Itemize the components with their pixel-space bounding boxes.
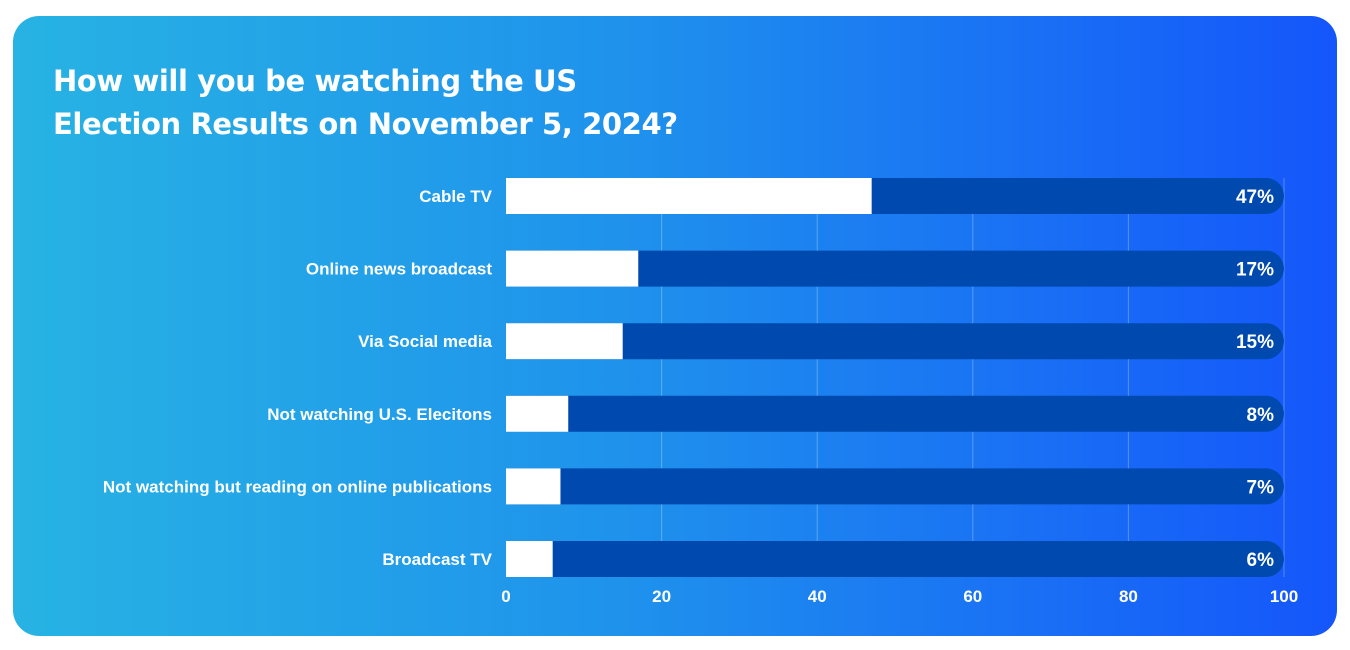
data-label: 7% <box>1247 477 1275 498</box>
category-label: Via Social media <box>358 332 492 351</box>
bar <box>506 250 639 287</box>
bar-chart: Cable TV 47% Online news broadcast 17% Via S… <box>103 178 1298 606</box>
x-tick-label: 100 <box>1270 587 1298 606</box>
category-label: Cable TV <box>419 187 492 206</box>
bar-track <box>506 250 1284 287</box>
x-tick-label: 60 <box>963 587 982 606</box>
data-label: 8% <box>1247 405 1275 426</box>
chart-title-line-2: Election Results on November 5, 2024? <box>53 107 678 141</box>
category-label: Not watching but reading on online publi… <box>103 477 492 496</box>
bar-track <box>506 395 1284 432</box>
bar <box>506 541 553 577</box>
data-label: 6% <box>1247 550 1275 571</box>
data-label: 15% <box>1236 332 1274 353</box>
bar <box>506 395 569 432</box>
category-label: Not watching U.S. Elecitons <box>267 405 492 424</box>
category-label: Broadcast TV <box>382 550 492 569</box>
data-label: 17% <box>1236 260 1274 281</box>
category-label: Online news broadcast <box>306 260 492 279</box>
bar <box>506 323 623 360</box>
chart-title: How will you be watching the US Election… <box>53 60 678 146</box>
x-tick-label: 40 <box>808 587 827 606</box>
bar-track <box>506 541 1284 577</box>
bar-track <box>506 468 1284 505</box>
x-tick-label: 80 <box>1119 587 1138 606</box>
chart-card: How will you be watching the US Election… <box>13 16 1337 636</box>
bar-track <box>506 323 1284 360</box>
chart-title-line-1: How will you be watching the US <box>53 64 577 98</box>
bar <box>506 178 872 214</box>
x-tick-label: 20 <box>652 587 671 606</box>
data-label: 47% <box>1236 187 1274 208</box>
x-tick-label: 0 <box>501 587 510 606</box>
bar <box>506 468 561 505</box>
